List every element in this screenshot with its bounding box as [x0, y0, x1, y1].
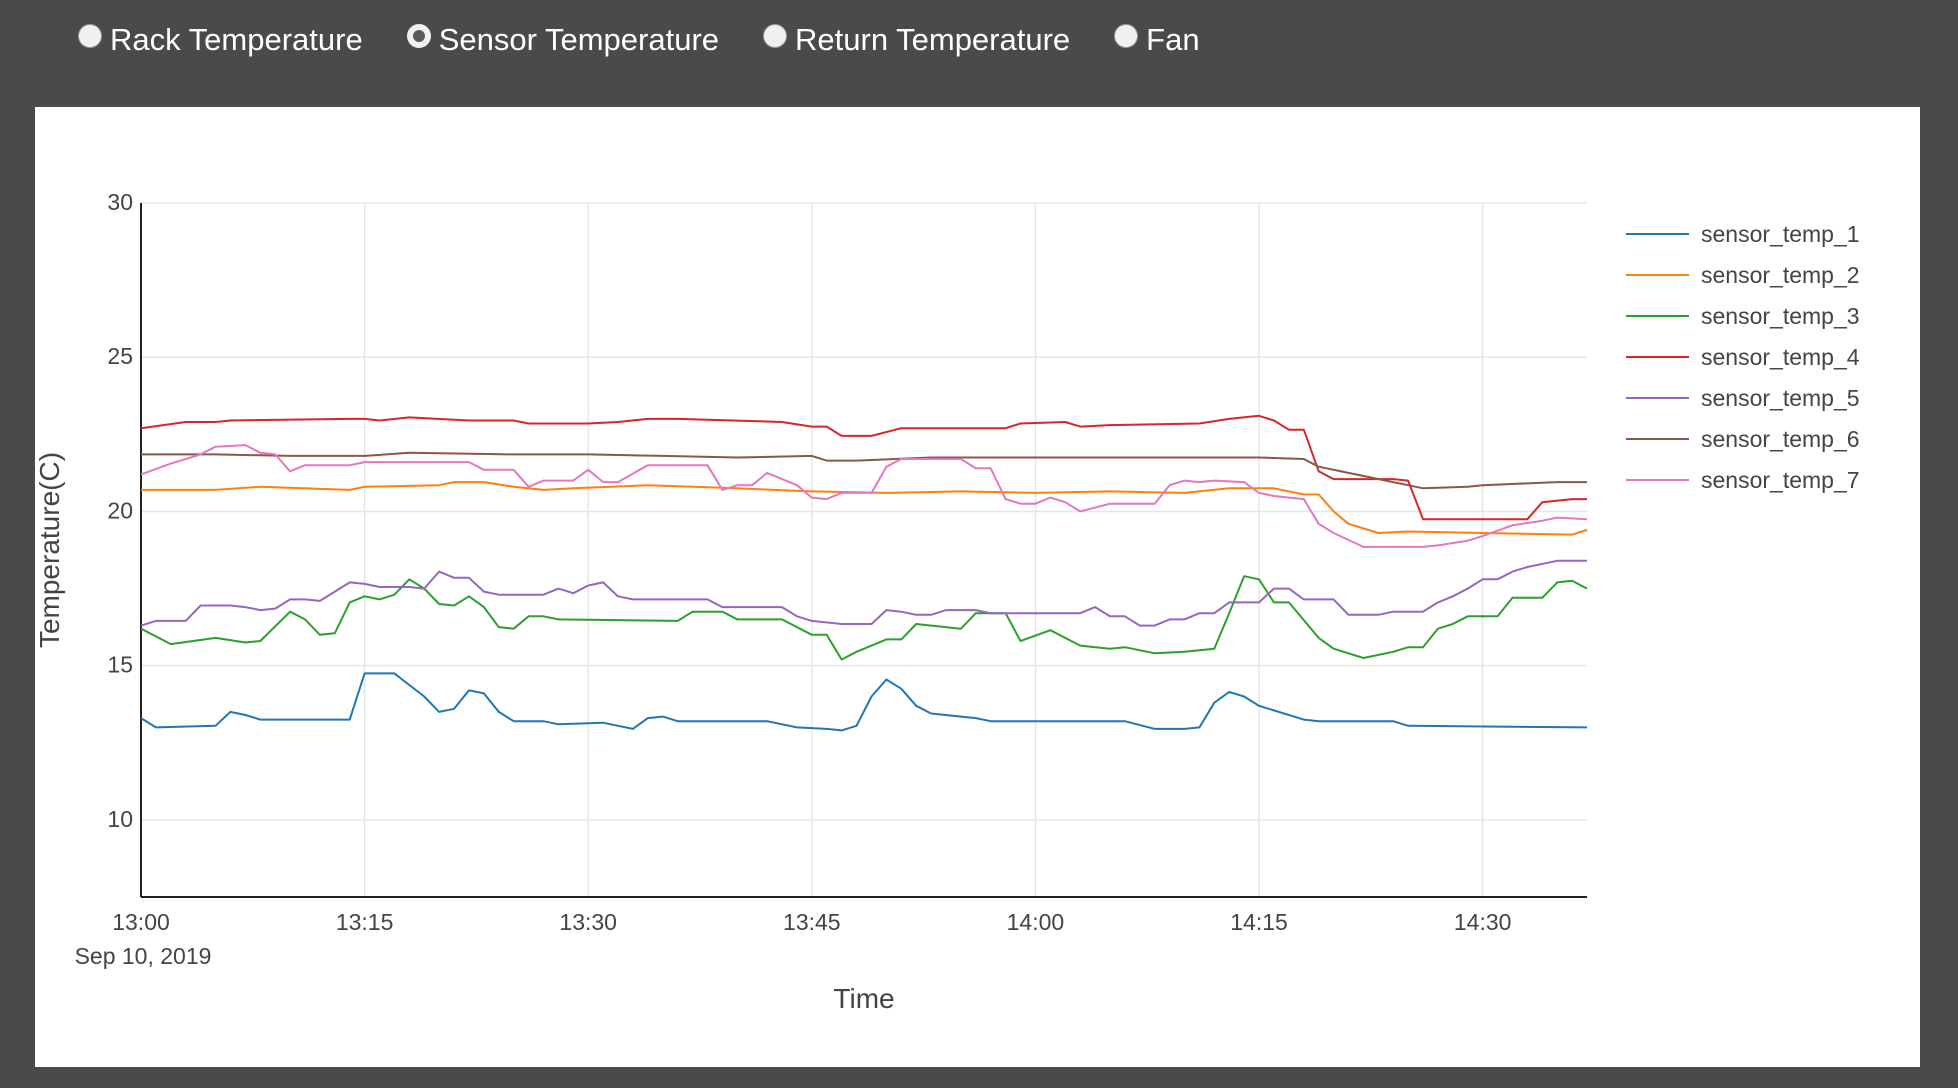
radio-selected-icon[interactable] [406, 24, 431, 48]
radio-option-label: Rack Temperature [110, 22, 363, 57]
radio-unselected-icon[interactable] [1114, 24, 1139, 48]
x-tick-label: 14:15 [1230, 909, 1288, 935]
series-line-sensor_temp_1 [140, 672, 1588, 732]
series-line-sensor_temp_4 [140, 414, 1587, 521]
series-lines [140, 414, 1588, 732]
legend-item-sensor_temp_1[interactable]: sensor_temp_1 [1626, 221, 1860, 247]
legend-label: sensor_temp_7 [1701, 467, 1860, 493]
x-tick-label: 13:15 [336, 909, 394, 935]
tick-labels: 10 15 20 25 30 13:00 13:15 13:30 13:45 14:00 14:15… [107, 189, 1511, 935]
radio-option-label: Return Temperature [795, 22, 1071, 57]
radio-option-return-temperature[interactable]: Return Temperature [763, 22, 1070, 58]
legend-label: sensor_temp_3 [1701, 303, 1860, 329]
y-tick-label: 20 [107, 497, 133, 523]
radio-option-rack-temperature[interactable]: Rack Temperature [78, 22, 363, 58]
x-tick-label: 14:30 [1454, 909, 1512, 935]
x-axis-date-label: Sep 10, 2019 [75, 943, 212, 969]
legend-item-sensor_temp_4[interactable]: sensor_temp_4 [1626, 344, 1860, 370]
legend-item-sensor_temp_3[interactable]: sensor_temp_3 [1626, 303, 1860, 329]
series-line-sensor_temp_6 [141, 451, 1587, 490]
chart-selector-radio-group: Rack Temperature Sensor Temperature Return… [0, 0, 1958, 80]
x-axis-title: Time [833, 983, 894, 1014]
y-tick-label: 25 [107, 343, 133, 369]
y-tick-label: 10 [107, 806, 133, 832]
legend-label: sensor_temp_2 [1701, 262, 1860, 288]
chart-panel: 10 15 20 25 30 13:00 13:15 13:30 13:45 14:00 14:15… [35, 107, 1920, 1067]
y-tick-label: 30 [107, 189, 133, 215]
y-tick-label: 15 [107, 652, 133, 678]
legend-label: sensor_temp_5 [1701, 385, 1860, 411]
radio-option-sensor-temperature[interactable]: Sensor Temperature [406, 22, 720, 58]
legend-label: sensor_temp_6 [1701, 426, 1860, 452]
legend-item-sensor_temp_5[interactable]: sensor_temp_5 [1626, 385, 1860, 411]
radio-unselected-icon[interactable] [78, 24, 102, 48]
legend-item-sensor_temp_7[interactable]: sensor_temp_7 [1626, 467, 1860, 493]
legend-label: sensor_temp_1 [1701, 221, 1860, 247]
series-line-sensor_temp_7 [140, 444, 1588, 548]
legend-item-sensor_temp_2[interactable]: sensor_temp_2 [1626, 262, 1860, 288]
series-line-sensor_temp_3 [140, 575, 1588, 661]
legend: sensor_temp_1 sensor_temp_2 sensor_temp_3s… [1626, 221, 1860, 493]
radio-option-label: Fan [1146, 22, 1200, 57]
y-axis-title: Temperature(C) [35, 452, 65, 648]
series-line-sensor_temp_2 [141, 481, 1588, 536]
axes [140, 203, 1587, 898]
x-tick-label: 13:45 [783, 909, 841, 935]
series-line-sensor_temp_5 [140, 559, 1587, 627]
x-tick-label: 13:00 [112, 909, 170, 935]
x-tick-label: 13:30 [559, 909, 617, 935]
line-chart: 10 15 20 25 30 13:00 13:15 13:30 13:45 14:00 14:15… [35, 189, 1860, 1014]
legend-item-sensor_temp_6[interactable]: sensor_temp_6 [1626, 426, 1860, 452]
radio-unselected-icon[interactable] [763, 24, 788, 48]
legend-label: sensor_temp_4 [1701, 344, 1860, 370]
radio-option-label: Sensor Temperature [438, 22, 720, 57]
grid-lines [140, 202, 1587, 897]
radio-option-fan[interactable]: Fan [1114, 22, 1200, 58]
x-tick-label: 14:00 [1007, 909, 1065, 935]
